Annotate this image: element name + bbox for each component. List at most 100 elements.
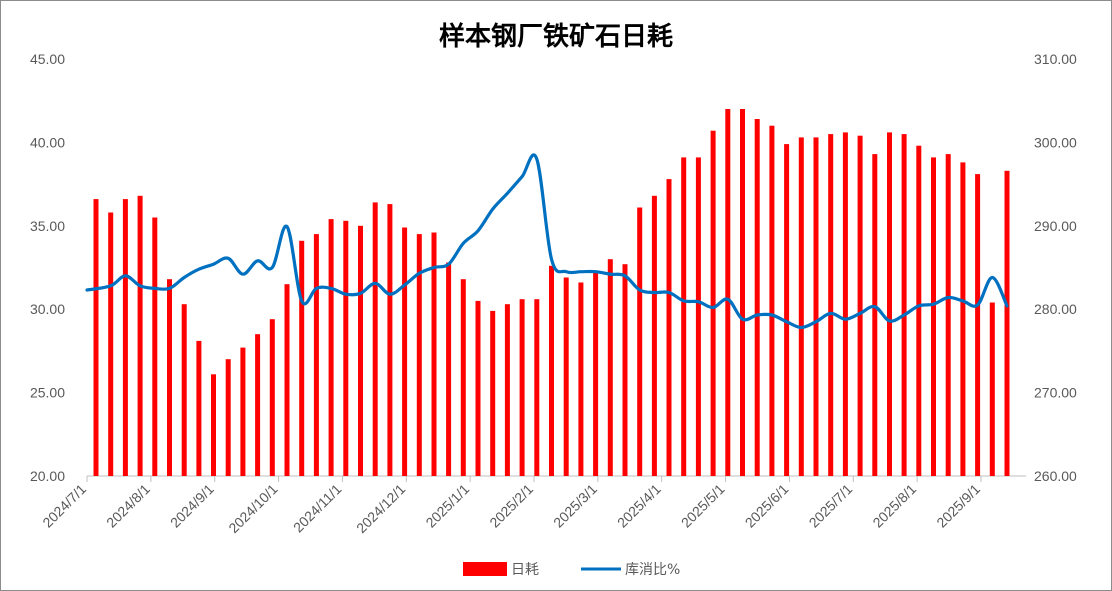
x-tick-label: 2024/7/1: [39, 481, 89, 531]
bar: [798, 137, 804, 476]
bar: [842, 132, 848, 476]
line-series: [85, 153, 1009, 330]
bar: [152, 217, 158, 476]
bar: [857, 135, 863, 476]
bar: [695, 157, 701, 476]
bar: [887, 132, 892, 476]
y-right-tick-label: 300.00: [1034, 134, 1077, 150]
bar: [784, 144, 790, 476]
legend[interactable]: 日耗 库消比%: [463, 562, 680, 578]
x-tick-label: 2024/8/1: [103, 481, 153, 531]
bar: [725, 109, 731, 476]
bar: [593, 272, 599, 476]
x-tick-label: 2025/2/1: [486, 481, 536, 531]
bar: [872, 154, 878, 476]
y-right-tick-label: 260.00: [1034, 468, 1077, 484]
bar: [622, 264, 628, 476]
bar: [387, 204, 393, 476]
bar: [989, 302, 995, 476]
bar: [549, 265, 554, 476]
bar: [931, 157, 936, 476]
y-left-tick-label: 25.00: [30, 385, 65, 401]
bar: [196, 340, 202, 476]
bar: [490, 310, 496, 476]
y-right-tick-label: 270.00: [1034, 385, 1077, 401]
y-right-tick-label: 310.00: [1034, 51, 1077, 67]
x-tick-label: 2024/12/1: [353, 481, 409, 537]
bar: [122, 199, 128, 476]
bar: [519, 299, 525, 476]
y-left-tick-label: 40.00: [30, 134, 65, 150]
chart-title: 样本钢厂铁矿石日耗: [439, 21, 673, 52]
bar: [416, 234, 422, 476]
x-tick-label: 2025/8/1: [869, 481, 919, 531]
bar: [740, 109, 745, 476]
bar: [578, 282, 584, 476]
bar: [358, 225, 363, 476]
bar: [960, 162, 966, 476]
x-tick-label: 2025/3/1: [550, 481, 600, 531]
bar: [431, 232, 437, 476]
bar: [255, 334, 261, 476]
y-left-tick-label: 20.00: [30, 468, 65, 484]
bar: [813, 137, 819, 476]
bar: [504, 304, 510, 476]
bar: [563, 277, 569, 476]
bar: [93, 199, 99, 476]
bar: [269, 319, 275, 476]
bar: [108, 212, 114, 476]
bar: [225, 359, 231, 476]
bar: [446, 262, 452, 476]
bar: [328, 219, 334, 476]
bar: [754, 119, 760, 476]
y-right-tick-label: 280.00: [1034, 301, 1077, 317]
bar: [945, 154, 951, 476]
x-tick-label: 2024/11/1: [290, 481, 345, 536]
bar: [607, 259, 613, 476]
legend-label-stock-ratio: 库消比%: [625, 562, 680, 578]
x-tick-label: 2025/7/1: [806, 481, 856, 531]
bar: [137, 195, 143, 477]
bar: [167, 279, 172, 476]
x-tick-label: 2025/9/1: [933, 481, 983, 531]
bar: [475, 300, 481, 476]
x-tick-label: 2024/9/1: [167, 481, 217, 531]
line-path: [85, 153, 1009, 330]
y-left-tick-label: 35.00: [30, 218, 65, 234]
bar: [534, 299, 540, 476]
y-left-tick-label: 45.00: [30, 51, 65, 67]
bar: [975, 174, 981, 476]
bar: [284, 284, 290, 476]
bar: [637, 207, 643, 476]
bar: [460, 279, 466, 476]
y-left-tick-label: 30.00: [30, 301, 65, 317]
bar: [402, 227, 408, 476]
bar: [681, 157, 687, 476]
bar: [666, 179, 672, 476]
x-tick-label: 2025/6/1: [742, 481, 792, 531]
x-tick-label: 2025/4/1: [614, 481, 664, 531]
bar: [710, 130, 716, 476]
x-tick-label: 2025/5/1: [678, 481, 728, 531]
y-right-tick-label: 290.00: [1034, 218, 1077, 234]
bar: [651, 195, 657, 477]
bar: [916, 145, 922, 476]
bar: [313, 234, 319, 476]
bar: [240, 347, 246, 476]
bar: [828, 134, 834, 476]
bar: [211, 374, 216, 476]
bar: [372, 202, 378, 476]
bar-series: [93, 109, 1010, 477]
bar: [299, 240, 305, 476]
bar: [1004, 170, 1010, 477]
x-tick-label: 2024/10/1: [225, 481, 281, 537]
legend-label-daily-consumption: 日耗: [511, 562, 539, 578]
x-tick-label: 2025/1/1: [422, 481, 472, 531]
bar: [181, 304, 187, 476]
bar: [769, 125, 775, 476]
bar: [343, 220, 349, 476]
legend-swatch-bar: [463, 562, 507, 576]
bar: [901, 134, 907, 476]
